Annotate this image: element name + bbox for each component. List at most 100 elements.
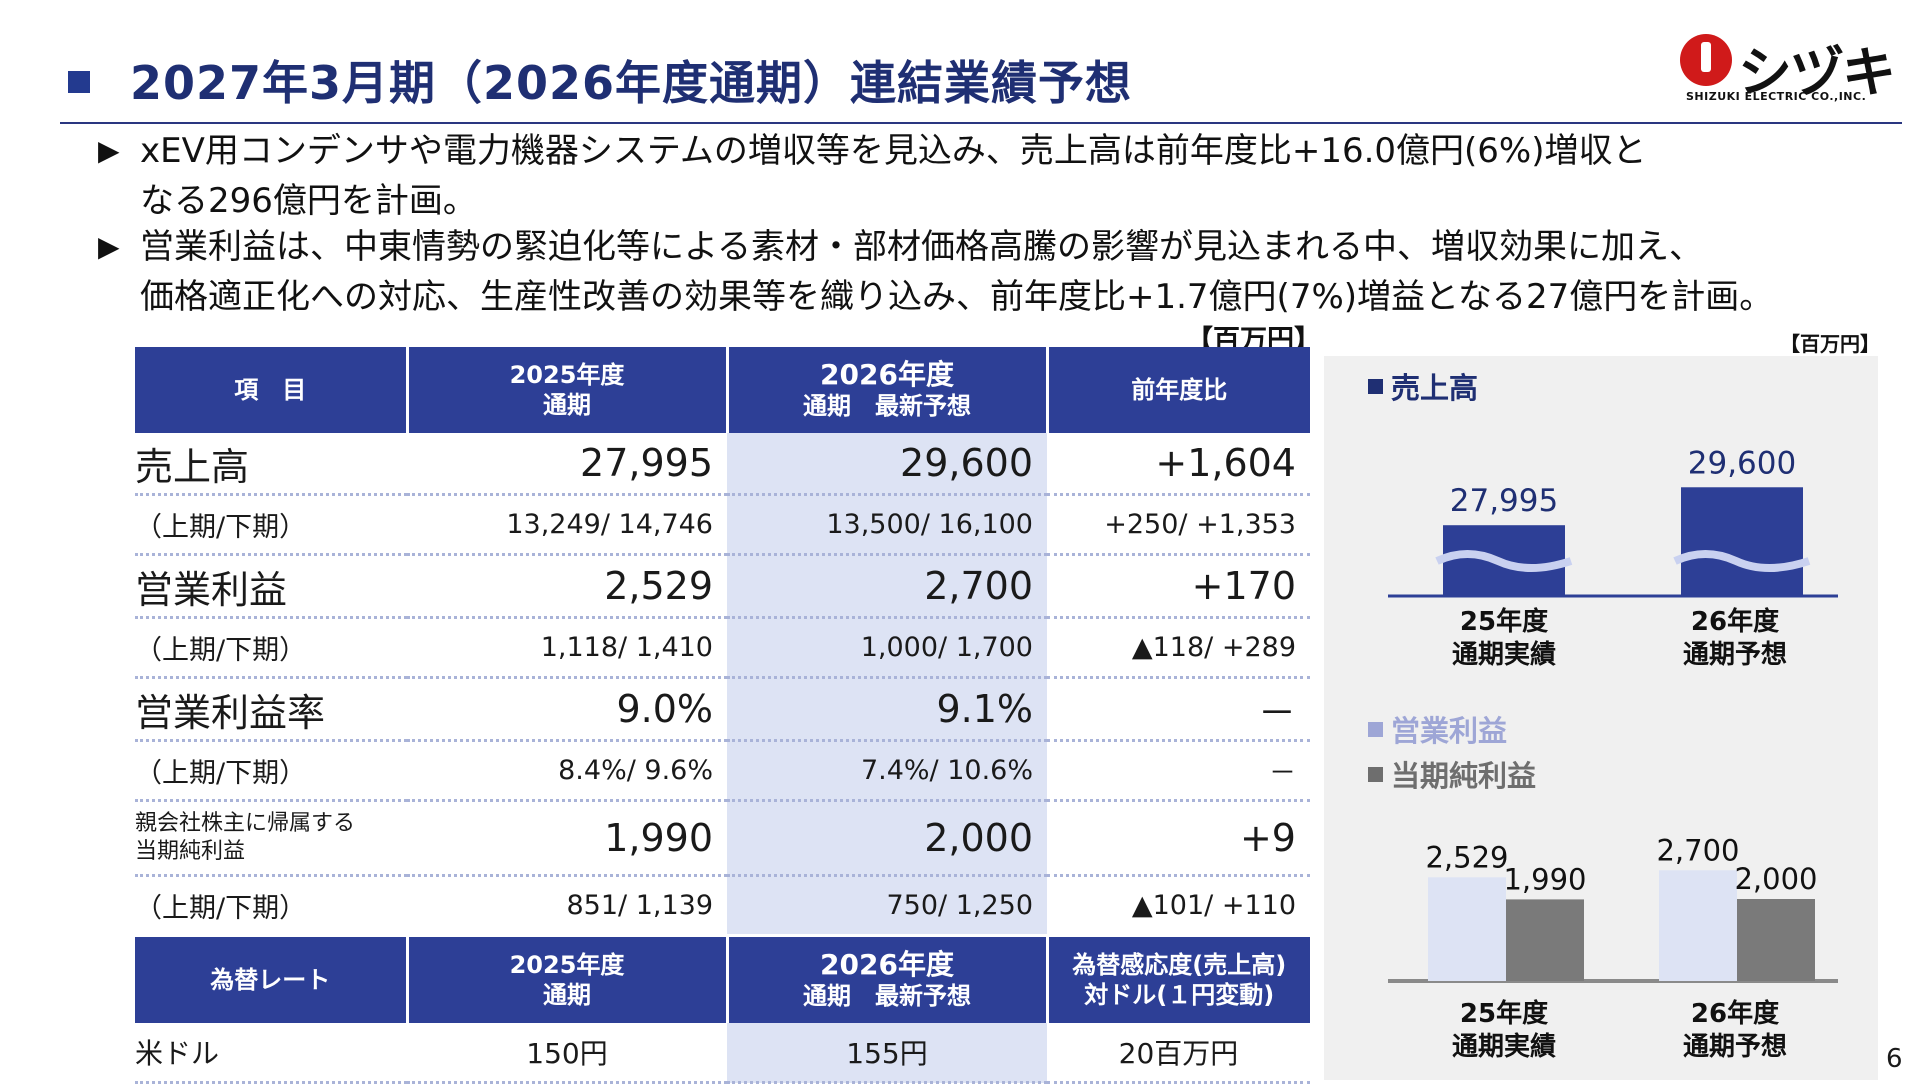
cell-yoy: +1,604 <box>1047 433 1310 496</box>
cell-yoy: － <box>1047 740 1310 802</box>
legend-net-income: 当期純利益 <box>1368 753 1536 795</box>
cell-yoy: +9 <box>1047 800 1310 877</box>
header-fy2025: 2025年度 通期 <box>407 347 729 433</box>
header-fy2025-period: 通期 <box>543 391 591 419</box>
row-label: 親会社株主に帰属する 当期純利益 <box>135 800 407 877</box>
cell-fy2026: 1,000/ 1,700 <box>727 617 1047 679</box>
operating-profit-data-label: 2,529 <box>1425 840 1508 874</box>
cell-fy2025: 2,529 <box>407 554 727 619</box>
row-label: （上期/下期） <box>135 740 407 802</box>
operating-profit-bar <box>1659 870 1737 981</box>
legend-op-square-icon <box>1368 721 1383 737</box>
sales-data-label: 29,600 <box>1688 445 1796 481</box>
table-row: 営業利益 2,529 2,700 +170 <box>135 554 1310 619</box>
title-square-icon <box>68 71 90 93</box>
row-label: 営業利益率 <box>135 677 407 742</box>
row-label-line1: 親会社株主に帰属する <box>135 811 356 836</box>
company-logo: シヅキ SHIZUKI ELECTRIC CO.,INC. <box>1680 34 1896 106</box>
cell-fy2025: 1,990 <box>407 800 727 877</box>
row-label: （上期/下期） <box>135 617 407 679</box>
cell-fy2025: 1,118/ 1,410 <box>407 617 727 679</box>
legend-net-square-icon <box>1368 766 1383 782</box>
fx-header-fy2025-period: 通期 <box>543 981 591 1009</box>
axis-break-wave <box>1435 550 1573 572</box>
cell-fy2026: 2,000 <box>727 800 1047 877</box>
table-row: （上期/下期） 1,118/ 1,410 1,000/ 1,700 ▲118/ … <box>135 617 1310 679</box>
title-bar: 2027年3月期（2026年度通期）連結業績予想 <box>68 50 1132 110</box>
cell-yoy: － <box>1047 677 1310 742</box>
table-row: （上期/下期） 851/ 1,139 750/ 1,250 ▲101/ +110 <box>135 875 1310 937</box>
logo-mark-icon <box>1680 34 1732 86</box>
header-fy2026-period: 通期 最新予想 <box>803 391 971 420</box>
fx-header-fy2025-year: 2025年度 <box>509 951 625 979</box>
row-label: 営業利益 <box>135 554 407 619</box>
net-income-data-label: 1,990 <box>1503 862 1586 896</box>
table-row: （上期/下期） 13,249/ 14,746 13,500/ 16,100 +2… <box>135 494 1310 556</box>
cell-fy2026: 13,500/ 16,100 <box>727 494 1047 556</box>
cell-fy2026: 7.4%/ 10.6% <box>727 740 1047 802</box>
bullet-text: 営業利益は、中東情勢の緊迫化等による素材・部材価格高騰の影響が見込まれる中、増収… <box>140 227 1774 317</box>
fx-header-row: 為替レート 2025年度 通期 2026年度 通期 最新予想 為替感応度(売上高) 対… <box>135 934 1310 1023</box>
sales-category-label: 25年度 通期実績 <box>1451 607 1556 670</box>
legend-sales: 売上高 <box>1368 365 1478 407</box>
bullet-triangle-icon: ▶ <box>98 134 120 167</box>
row-label: （上期/下期） <box>135 875 407 937</box>
cell-fy2026: 2,700 <box>727 554 1047 619</box>
page-title: 2027年3月期（2026年度通期）連結業績予想 <box>130 56 1133 110</box>
sales-category-label: 26年度 通期予想 <box>1682 607 1787 670</box>
profit-chart: 2,529 2,700 1,990 2,000 <box>1388 833 1838 983</box>
cell-yoy: ▲101/ +110 <box>1047 875 1310 937</box>
bullet-triangle-icon: ▶ <box>98 230 120 263</box>
logo-english: SHIZUKI ELECTRIC CO.,INC. <box>1686 90 1867 103</box>
row-label: （上期/下期） <box>135 494 407 556</box>
fx-fy2025: 150円 <box>407 1023 727 1084</box>
table-row: 営業利益率 9.0% 9.1% － <box>135 677 1310 742</box>
fx-header-item: 為替レート <box>135 934 409 1023</box>
cell-fy2025: 851/ 1,139 <box>407 875 727 937</box>
legend-net-label: 当期純利益 <box>1391 759 1537 793</box>
cell-fy2026: 9.1% <box>727 677 1047 742</box>
table-row: 売上高 27,995 29,600 +1,604 <box>135 433 1310 496</box>
legend-op-label: 営業利益 <box>1391 714 1508 748</box>
net-income-bar <box>1506 899 1584 981</box>
legend-sales-square-icon <box>1368 378 1383 394</box>
fx-header-fy2025: 2025年度 通期 <box>407 934 729 1023</box>
bullet-item: ▶ 営業利益は、中東情勢の緊迫化等による素材・部材価格高騰の影響が見込まれる中、… <box>98 222 1918 322</box>
fx-header-sens-line2: 対ドル(１円変動) <box>1084 981 1275 1009</box>
fx-header-fy2026: 2026年度 通期 最新予想 <box>727 934 1049 1023</box>
cell-fy2025: 9.0% <box>407 677 727 742</box>
fx-row: 米ドル 150円 155円 20百万円 <box>135 1023 1310 1084</box>
results-table: 項 目 2025年度 通期 2026年度 通期 最新予想 前年度比 売上高 27,9… <box>135 347 1310 1084</box>
fx-sensitivity: 20百万円 <box>1047 1023 1310 1084</box>
cell-yoy: +250/ +1,353 <box>1047 494 1310 556</box>
table-row: 親会社株主に帰属する 当期純利益 1,990 2,000 +9 <box>135 800 1310 877</box>
fx-header-sens-line1: 為替感応度(売上高) <box>1072 951 1287 979</box>
row-label-line2: 当期純利益 <box>135 839 246 864</box>
operating-profit-bar <box>1428 877 1506 981</box>
fx-fy2026: 155円 <box>727 1023 1047 1084</box>
table-header-row: 項 目 2025年度 通期 2026年度 通期 最新予想 前年度比 <box>135 347 1310 433</box>
fx-header-fy2026-year: 2026年度 <box>820 947 954 981</box>
sales-data-label: 27,995 <box>1450 483 1558 519</box>
legend-sales-label: 売上高 <box>1391 371 1479 405</box>
row-label: 売上高 <box>135 433 407 496</box>
logo-kana: シヅキ <box>1738 41 1896 104</box>
cell-fy2026: 29,600 <box>727 433 1047 496</box>
header-fy2026-year: 2026年度 <box>820 357 954 391</box>
chart-unit-label: 【百万円】 <box>1780 332 1880 356</box>
page-number: 6 <box>1886 1044 1903 1074</box>
net-income-data-label: 2,000 <box>1734 862 1817 896</box>
profit-category-label: 26年度 通期予想 <box>1682 999 1787 1062</box>
fx-label: 米ドル <box>135 1023 407 1084</box>
bullet-item: ▶ xEV用コンデンサや電力機器システムの増収等を見込み、売上高は前年度比+16… <box>98 126 1798 226</box>
cell-fy2025: 13,249/ 14,746 <box>407 494 727 556</box>
fx-header-fy2026-period: 通期 最新予想 <box>803 981 971 1010</box>
header-yoy: 前年度比 <box>1047 347 1310 433</box>
bullet-text: xEV用コンデンサや電力機器システムの増収等を見込み、売上高は前年度比+16.0… <box>140 131 1647 221</box>
sales-chart: 27,995 29,600 <box>1388 445 1838 598</box>
cell-fy2025: 8.4%/ 9.6% <box>407 740 727 802</box>
legend-operating-profit: 営業利益 <box>1368 708 1507 750</box>
operating-profit-data-label: 2,700 <box>1656 833 1739 867</box>
table-row: （上期/下期） 8.4%/ 9.6% 7.4%/ 10.6% － <box>135 740 1310 802</box>
cell-fy2025: 27,995 <box>407 433 727 496</box>
